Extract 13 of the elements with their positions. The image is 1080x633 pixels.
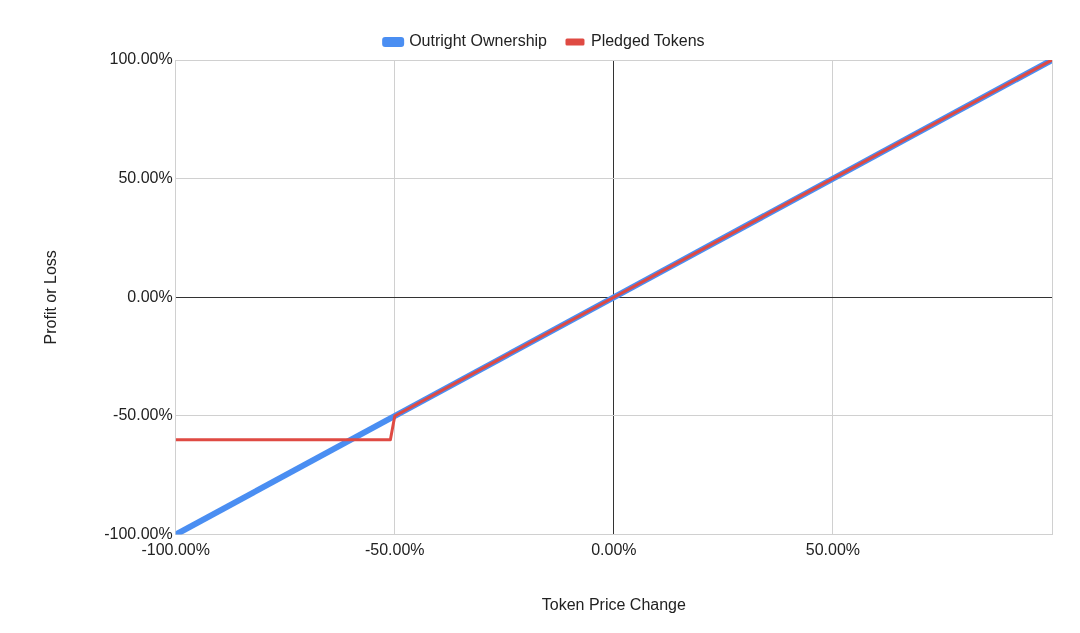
y-tick-label: -50.00% xyxy=(113,406,173,424)
x-tick-label: 0.00% xyxy=(591,540,637,558)
x-tick-label: -100.00% xyxy=(141,540,210,558)
y-axis-title: Profit or Loss xyxy=(42,250,60,345)
legend-label: Pledged Tokens xyxy=(590,32,705,50)
x-tick-label: -50.00% xyxy=(364,540,425,558)
y-tick-label: -100.00% xyxy=(104,525,173,543)
y-tick-label: 50.00% xyxy=(118,169,173,187)
y-tick-label: 100.00% xyxy=(109,50,173,68)
y-tick-label: 0.00% xyxy=(127,287,173,305)
x-tick-label: 50.00% xyxy=(805,540,861,558)
legend-label: Outright Ownership xyxy=(409,32,548,50)
x-axis-title: Token Price Change xyxy=(541,595,686,613)
